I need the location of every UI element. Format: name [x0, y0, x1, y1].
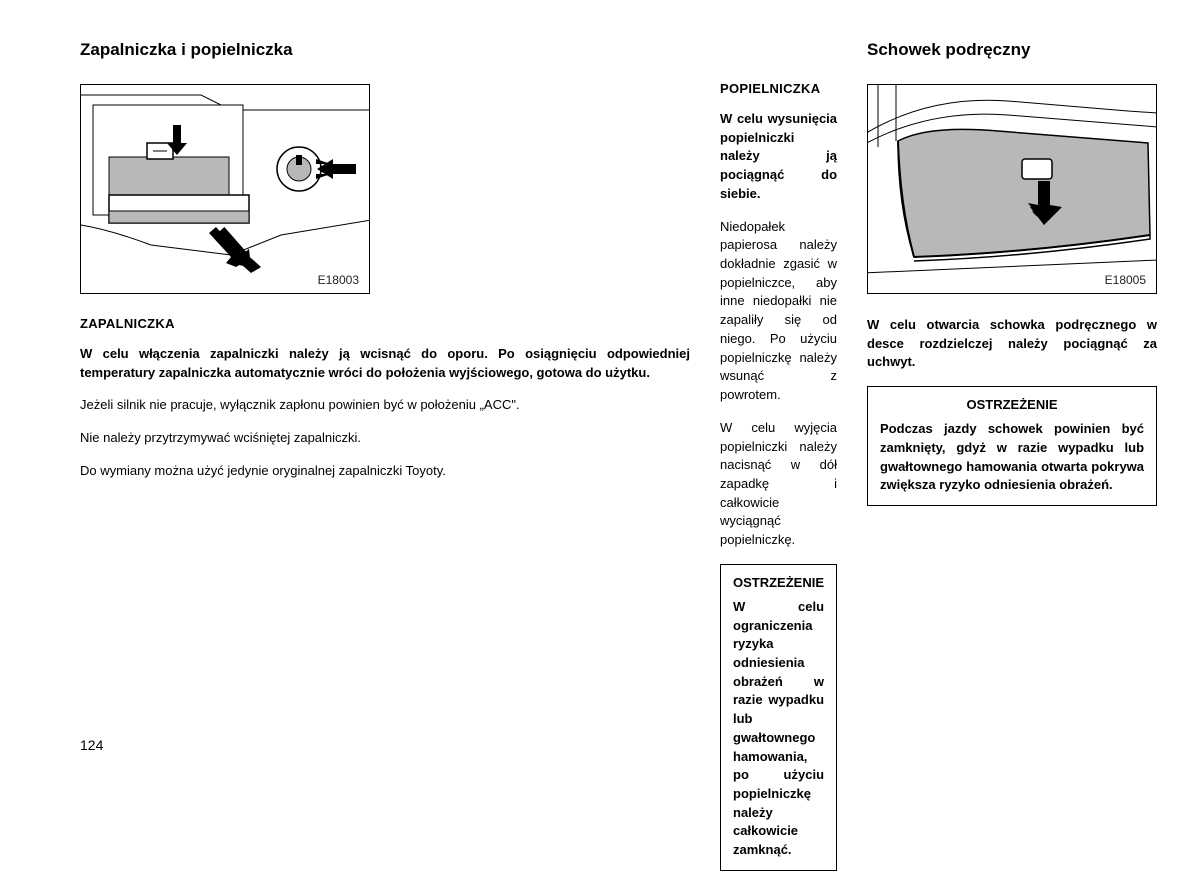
figure-label-2: E18005: [1105, 273, 1146, 287]
figure-glovebox-svg: [868, 85, 1157, 294]
page-number: 124: [80, 737, 103, 753]
section-heading-glovebox: Schowek podręczny: [867, 40, 1157, 60]
manual-page: Zapalniczka i popielniczka: [80, 40, 1120, 747]
figure-glovebox: E18005: [867, 84, 1157, 294]
column-right: Schowek podręczny: [867, 40, 1157, 885]
p-ignition-acc: Jeżeli silnik nie pracuje, wyłącznik zap…: [80, 396, 690, 415]
warning-body-glovebox: Podczas jazdy schowek powinien być zamkn…: [880, 420, 1144, 495]
figure-lighter-ashtray-svg: [81, 85, 370, 294]
warning-box-glovebox: OSTRZEŻENIE Podczas jazdy schowek powini…: [867, 386, 1157, 506]
warning-body-ashtray: W celu ograniczenia ryzyka odniesienia o…: [733, 598, 824, 860]
warning-box-ashtray: OSTRZEŻENIE W celu ograniczenia ryzyka o…: [720, 564, 837, 871]
p-ashtray-pull: W celu wysunięcia popielniczki należy ją…: [720, 110, 837, 204]
section-heading-lighter-ashtray: Zapalniczka i popielniczka: [80, 40, 690, 60]
p-no-hold: Nie należy przytrzymywać wciśniętej zapa…: [80, 429, 690, 448]
warning-title-glovebox: OSTRZEŻENIE: [880, 397, 1144, 412]
p-glovebox-open: W celu otwarcia schowka podręcznego w de…: [867, 316, 1157, 372]
p-ashtray-extinguish: Niedopałek papierosa należy dokładnie zg…: [720, 218, 837, 405]
p-original-only: Do wymiany można użyć jedynie oryginalne…: [80, 462, 690, 481]
figure-label-1: E18003: [318, 273, 359, 287]
p-lighter-instruction: W celu włączenia zapalniczki należy ją w…: [80, 345, 690, 382]
subheading-lighter: ZAPALNICZKA: [80, 316, 690, 331]
column-left: Zapalniczka i popielniczka: [80, 40, 690, 885]
column-middle: POPIELNICZKA W celu wysunięcia popielnic…: [720, 40, 837, 885]
subheading-ashtray: POPIELNICZKA: [720, 81, 837, 96]
p-ashtray-remove: W celu wyjęcia popielniczki należy nacis…: [720, 419, 837, 550]
warning-title-ashtray: OSTRZEŻENIE: [733, 575, 824, 590]
figure-lighter-ashtray: E18003: [80, 84, 370, 294]
